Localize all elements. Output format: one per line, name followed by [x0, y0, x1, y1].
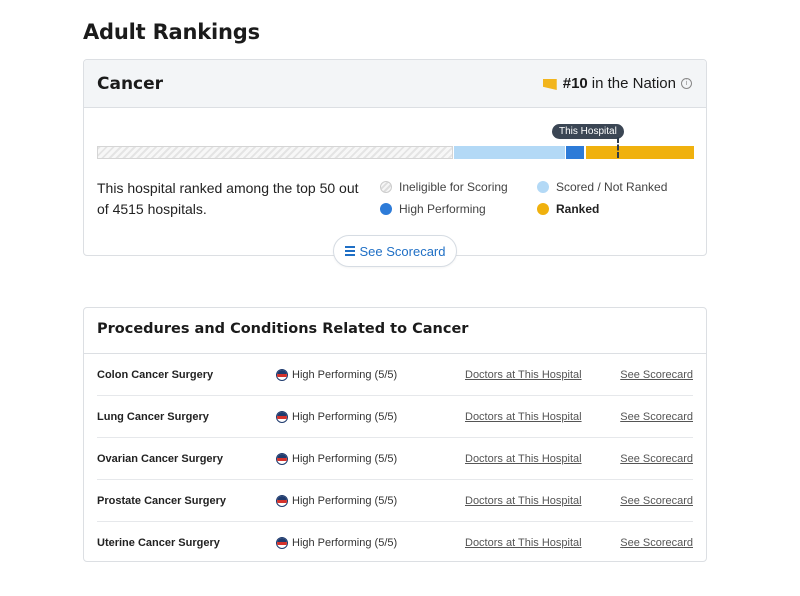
see-scorecard-link[interactable]: See Scorecard	[620, 453, 693, 465]
page-title: Adult Rankings	[83, 20, 260, 44]
high-performing-swatch-icon	[380, 203, 392, 215]
procedure-status: High Performing (5/5)	[276, 495, 397, 507]
status-label: High Performing (5/5)	[292, 495, 398, 507]
table-row: Uterine Cancer Surgery High Performing (…	[97, 522, 693, 563]
procedure-status: High Performing (5/5)	[276, 453, 397, 465]
legend-scored: Scored / Not Ranked	[537, 180, 667, 194]
high-performing-icon	[276, 369, 288, 381]
status-label: High Performing (5/5)	[292, 453, 398, 465]
legend-label: High Performing	[399, 202, 486, 216]
see-scorecard-button[interactable]: See Scorecard	[333, 235, 457, 267]
procedure-name: Prostate Cancer Surgery	[97, 495, 226, 507]
legend-label: Ineligible for Scoring	[399, 180, 508, 194]
see-scorecard-link[interactable]: See Scorecard	[620, 495, 693, 507]
see-scorecard-link[interactable]: See Scorecard	[620, 411, 693, 423]
table-row: Prostate Cancer Surgery High Performing …	[97, 480, 693, 522]
scored-swatch-icon	[537, 181, 549, 193]
procedures-header: Procedures and Conditions Related to Can…	[84, 308, 706, 354]
legend-ranked: Ranked	[537, 202, 599, 216]
ineligible-swatch-icon	[380, 181, 392, 193]
doctors-link[interactable]: Doctors at This Hospital	[465, 369, 582, 381]
list-icon	[344, 244, 355, 258]
rank-suffix: in the Nation	[591, 75, 676, 92]
see-scorecard-label: See Scorecard	[359, 243, 446, 259]
procedures-card: Procedures and Conditions Related to Can…	[83, 307, 707, 562]
see-scorecard-link[interactable]: See Scorecard	[620, 537, 693, 549]
legend-ineligible: Ineligible for Scoring	[380, 180, 508, 194]
national-rank: #10 in the Nation i	[542, 75, 692, 92]
high-performing-icon	[276, 411, 288, 423]
procedure-status: High Performing (5/5)	[276, 369, 397, 381]
ranking-card: Cancer #10 in the Nation i This Hospital…	[83, 59, 707, 267]
this-hospital-tooltip: This Hospital	[552, 124, 624, 139]
ribbon-icon	[542, 79, 557, 90]
legend-label: Ranked	[556, 202, 600, 216]
doctors-link[interactable]: Doctors at This Hospital	[465, 495, 582, 507]
status-label: High Performing (5/5)	[292, 369, 398, 381]
specialty-title: Cancer	[97, 74, 164, 94]
ranked-swatch-icon	[537, 203, 549, 215]
status-label: High Performing (5/5)	[292, 537, 398, 549]
doctors-link[interactable]: Doctors at This Hospital	[465, 453, 582, 465]
high-performing-icon	[276, 537, 288, 549]
high-performing-icon	[276, 453, 288, 465]
table-row: Ovarian Cancer Surgery High Performing (…	[97, 438, 693, 480]
doctors-link[interactable]: Doctors at This Hospital	[465, 537, 582, 549]
bar-segment-ranked	[586, 146, 694, 159]
procedure-name: Lung Cancer Surgery	[97, 411, 209, 423]
bar-segment-scored	[454, 146, 565, 159]
procedure-name: Uterine Cancer Surgery	[97, 537, 220, 549]
procedure-status: High Performing (5/5)	[276, 411, 397, 423]
ranking-card-header: Cancer #10 in the Nation i	[84, 60, 706, 108]
bar-segment-high-performing	[566, 146, 584, 159]
high-performing-icon	[276, 495, 288, 507]
legend-high-performing: High Performing	[380, 202, 486, 216]
this-hospital-marker	[617, 137, 619, 158]
rank-number: #10	[562, 75, 588, 92]
table-row: Lung Cancer Surgery High Performing (5/5…	[97, 396, 693, 438]
ranking-summary: This hospital ranked among the top 50 ou…	[97, 180, 359, 217]
status-label: High Performing (5/5)	[292, 411, 398, 423]
bar-segment-ineligible	[97, 146, 453, 159]
doctors-link[interactable]: Doctors at This Hospital	[465, 411, 582, 423]
procedure-name: Colon Cancer Surgery	[97, 369, 214, 381]
table-row: Colon Cancer Surgery High Performing (5/…	[97, 354, 693, 396]
procedures-title: Procedures and Conditions Related to Can…	[97, 321, 469, 337]
see-scorecard-link[interactable]: See Scorecard	[620, 369, 693, 381]
procedure-name: Ovarian Cancer Surgery	[97, 453, 223, 465]
procedure-status: High Performing (5/5)	[276, 537, 397, 549]
ranking-distribution-bar	[97, 146, 694, 159]
legend-label: Scored / Not Ranked	[556, 180, 668, 194]
info-icon[interactable]: i	[681, 78, 692, 89]
